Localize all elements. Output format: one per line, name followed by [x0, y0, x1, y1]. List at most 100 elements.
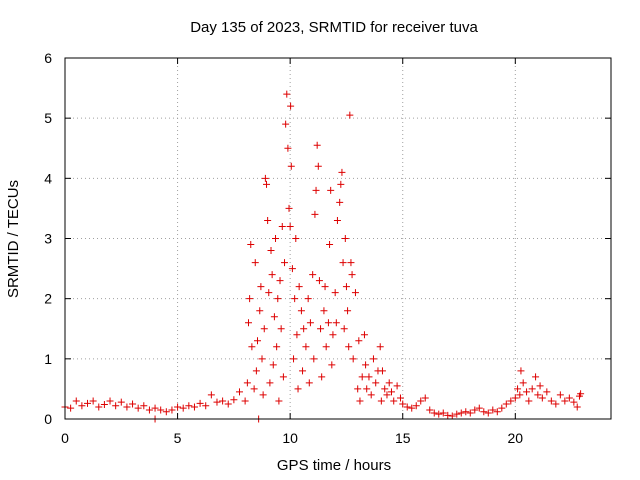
data-point — [381, 385, 389, 393]
data-point — [245, 319, 253, 327]
data-point — [72, 397, 80, 405]
data-point — [369, 355, 377, 363]
data-point — [299, 367, 307, 375]
data-point — [254, 337, 262, 345]
data-point — [265, 289, 273, 297]
data-point — [462, 408, 470, 416]
data-point — [268, 271, 276, 279]
data-point — [439, 409, 447, 417]
data-point — [261, 174, 269, 182]
data-point — [267, 247, 275, 255]
data-point — [547, 397, 555, 405]
data-point — [421, 394, 429, 402]
data-point — [283, 90, 291, 98]
data-point — [293, 331, 301, 339]
data-point — [393, 382, 401, 390]
data-point — [345, 343, 353, 351]
x-tick-label: 20 — [508, 430, 524, 446]
data-point — [337, 180, 345, 188]
data-point — [367, 391, 375, 399]
data-point — [347, 259, 355, 267]
data-point — [276, 277, 284, 285]
data-point — [291, 295, 299, 303]
data-points — [61, 90, 585, 423]
data-point — [519, 379, 527, 387]
data-point — [284, 144, 292, 152]
data-point — [251, 259, 259, 267]
data-point — [430, 409, 438, 417]
data-point — [292, 235, 300, 242]
data-point — [399, 400, 407, 408]
data-point — [318, 373, 326, 381]
data-point — [532, 373, 540, 381]
data-point — [377, 397, 385, 405]
data-point — [502, 400, 510, 408]
data-point — [313, 141, 321, 149]
data-point — [279, 373, 287, 381]
data-point — [358, 373, 366, 381]
data-point — [311, 210, 319, 218]
data-point — [112, 402, 120, 410]
data-point — [356, 397, 364, 405]
data-point — [332, 319, 340, 327]
data-point — [322, 343, 330, 351]
data-point — [552, 400, 560, 408]
data-point — [435, 410, 443, 418]
data-point — [67, 404, 75, 412]
data-point — [257, 283, 265, 291]
data-point — [247, 241, 255, 249]
data-point — [145, 406, 153, 414]
data-point — [294, 385, 302, 393]
data-point — [573, 403, 581, 411]
data-point — [412, 402, 420, 410]
data-point — [346, 111, 354, 119]
y-tick-label: 2 — [44, 291, 52, 307]
data-point — [106, 397, 114, 405]
y-tick-label: 0 — [44, 411, 52, 427]
grid-lines — [65, 58, 611, 419]
data-point — [484, 409, 492, 417]
data-point — [179, 404, 187, 412]
data-point — [258, 355, 266, 363]
y-tick-label: 5 — [44, 110, 52, 126]
y-axis-label: SRMTID / TECUs — [5, 180, 22, 298]
data-point — [362, 361, 370, 369]
y-tick-label: 3 — [44, 231, 52, 247]
data-point — [272, 235, 280, 242]
data-point — [314, 162, 322, 170]
data-point — [354, 385, 362, 393]
data-point — [408, 404, 416, 412]
data-point — [355, 337, 363, 345]
data-point — [140, 402, 148, 410]
data-point — [498, 404, 506, 412]
data-point — [360, 331, 368, 339]
data-point — [260, 325, 268, 333]
data-point — [342, 283, 350, 291]
data-point — [274, 295, 282, 303]
data-point — [326, 241, 334, 249]
data-point — [100, 401, 108, 409]
data-point — [493, 408, 501, 416]
data-point — [263, 180, 271, 188]
data-point — [219, 397, 227, 405]
data-point — [448, 412, 456, 420]
data-point — [281, 259, 289, 267]
data-point — [310, 355, 318, 363]
data-point — [517, 367, 525, 375]
y-tick-label: 4 — [44, 170, 52, 186]
data-point — [246, 295, 254, 303]
data-point — [333, 216, 341, 224]
data-point — [185, 402, 193, 410]
data-point — [336, 198, 344, 206]
data-point — [162, 408, 170, 416]
data-point — [241, 397, 249, 405]
data-point — [339, 259, 347, 267]
data-point — [248, 343, 256, 351]
data-point — [306, 319, 314, 327]
data-point — [250, 385, 258, 393]
data-point — [351, 289, 359, 297]
data-point — [235, 388, 243, 396]
data-point — [273, 343, 281, 351]
data-point — [426, 406, 434, 414]
